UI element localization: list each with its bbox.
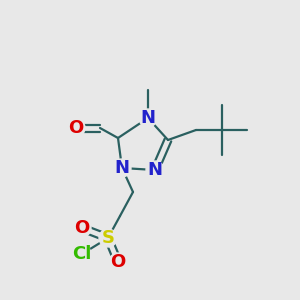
Text: Cl: Cl: [72, 245, 92, 263]
Circle shape: [139, 109, 157, 127]
Circle shape: [113, 159, 131, 177]
Text: N: N: [148, 161, 163, 179]
Circle shape: [109, 253, 127, 271]
Text: O: O: [74, 219, 90, 237]
Text: O: O: [68, 119, 84, 137]
Circle shape: [146, 161, 164, 179]
Text: N: N: [140, 109, 155, 127]
Text: N: N: [115, 159, 130, 177]
Circle shape: [67, 119, 85, 137]
Circle shape: [73, 219, 91, 237]
Circle shape: [99, 229, 117, 247]
Circle shape: [73, 245, 91, 263]
Text: S: S: [101, 229, 115, 247]
Text: O: O: [110, 253, 126, 271]
